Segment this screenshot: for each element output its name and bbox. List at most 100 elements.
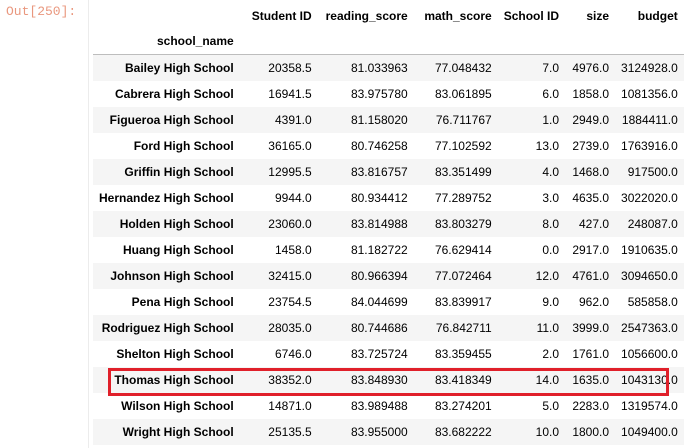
table-cell: 76.711767: [435, 113, 492, 127]
table-row: Holden High School 23060.0 83.814988 83.803…: [93, 211, 684, 237]
table-cell: 83.803279: [434, 217, 492, 231]
table-cell: 11.0: [536, 321, 560, 335]
table-cell: 1458.0: [274, 243, 312, 257]
table-cell: 6746.0: [274, 347, 312, 361]
table-cell: 4635.0: [572, 191, 610, 205]
table-cell: 1800.0: [572, 425, 610, 439]
table-cell: 10.0: [535, 425, 560, 439]
index-header-row: school_name: [93, 29, 684, 55]
table-cell: 4391.0: [274, 113, 312, 127]
table-cell: 9.0: [542, 295, 560, 309]
table-cell: 83.418349: [434, 373, 492, 387]
table-cell: 77.048432: [434, 61, 492, 75]
table-cell: 3999.0: [572, 321, 610, 335]
column-header-row: Student ID reading_score math_score Scho…: [93, 4, 684, 29]
table-cell: 7.0: [542, 61, 560, 75]
cell-output-area: Student ID reading_score math_score Scho…: [88, 0, 694, 448]
table-cell: 5.0: [542, 399, 560, 413]
row-index-label: Holden High School: [119, 217, 234, 231]
table-row: Thomas High School 38352.0 83.848930 83.418…: [93, 367, 684, 393]
table-row: Shelton High School 6746.0 83.725724 83.359…: [93, 341, 684, 367]
table-cell: 1081356.0: [621, 87, 678, 101]
table-cell: 12.0: [535, 269, 560, 283]
column-header: size: [586, 9, 610, 23]
table-cell: 1.0: [542, 113, 560, 127]
table-row: Huang High School 1458.0 81.182722 76.62941…: [93, 237, 684, 263]
dataframe-table: Student ID reading_score math_score Scho…: [93, 4, 684, 445]
table-cell: 9944.0: [274, 191, 312, 205]
table-cell: 80.966394: [350, 269, 408, 283]
table-cell: 4976.0: [572, 61, 610, 75]
row-index-label: Ford High School: [133, 139, 234, 153]
table-cell: 38352.0: [268, 373, 312, 387]
table-cell: 81.182722: [350, 243, 408, 257]
table-cell: 16941.5: [268, 87, 312, 101]
table-cell: 76.842711: [435, 321, 492, 335]
table-cell: 80.744686: [350, 321, 408, 335]
row-index-label: Thomas High School: [114, 373, 234, 387]
table-cell: 83.975780: [350, 87, 408, 101]
table-cell: 32415.0: [268, 269, 312, 283]
table-row: Hernandez High School 9944.0 80.934412 77.2…: [93, 185, 684, 211]
row-index-label: Griffin High School: [124, 165, 234, 179]
table-cell: 83.061895: [434, 87, 492, 101]
row-index-label: Figueroa High School: [109, 113, 234, 127]
table-row: Cabrera High School 16941.5 83.975780 83.06…: [93, 81, 684, 107]
table-cell: 8.0: [542, 217, 560, 231]
column-header: math_score: [424, 9, 492, 23]
row-index-label: Rodriguez High School: [101, 321, 234, 335]
table-cell: 83.814988: [350, 217, 408, 231]
table-cell: 83.816757: [350, 165, 408, 179]
table-cell: 427.0: [579, 217, 610, 231]
table-cell: 1858.0: [572, 87, 610, 101]
table-cell: 23754.5: [268, 295, 312, 309]
table-row: Griffin High School 12995.5 83.816757 83.35…: [93, 159, 684, 185]
table-cell: 84.044699: [350, 295, 408, 309]
row-index-label: Cabrera High School: [115, 87, 234, 101]
table-cell: 917500.0: [627, 165, 678, 179]
table-body: Bailey High School 20358.5 81.033963 77.048…: [93, 54, 684, 445]
table-cell: 83.359455: [434, 347, 492, 361]
table-cell: 83.682222: [434, 425, 492, 439]
table-cell: 83.351499: [434, 165, 492, 179]
table-cell: 1049400.0: [621, 425, 678, 439]
table-cell: 6.0: [542, 87, 560, 101]
table-cell: 12995.5: [268, 165, 312, 179]
table-cell: 1043130.0: [621, 373, 678, 387]
table-cell: 2.0: [542, 347, 560, 361]
table-cell: 4761.0: [572, 269, 610, 283]
table-cell: 81.158020: [350, 113, 408, 127]
table-cell: 2547363.0: [621, 321, 678, 335]
table-cell: 2949.0: [572, 113, 610, 127]
index-name: school_name: [156, 34, 234, 48]
table-cell: 1910635.0: [621, 243, 678, 257]
table-cell: 2917.0: [572, 243, 610, 257]
table-header: Student ID reading_score math_score Scho…: [93, 4, 684, 55]
table-cell: 77.072464: [434, 269, 492, 283]
table-cell: 25135.5: [268, 425, 312, 439]
corner-cell: [93, 4, 240, 29]
table-cell: 83.839917: [434, 295, 492, 309]
table-cell: 3022020.0: [621, 191, 678, 205]
table-cell: 585858.0: [627, 295, 678, 309]
column-header: Student ID: [251, 9, 312, 23]
table-cell: 28035.0: [268, 321, 312, 335]
row-index-label: Pena High School: [131, 295, 234, 309]
table-cell: 83.725724: [350, 347, 408, 361]
column-header: budget: [637, 9, 678, 23]
column-header: reading_score: [325, 9, 408, 23]
table-cell: 1763916.0: [621, 139, 678, 153]
row-index-label: Hernandez High School: [99, 191, 234, 205]
table-row: Rodriguez High School 28035.0 80.744686 76.…: [93, 315, 684, 341]
table-cell: 20358.5: [268, 61, 312, 75]
column-header: School ID: [503, 9, 560, 23]
row-index-label: Shelton High School: [116, 347, 234, 361]
table-cell: 3124928.0: [621, 61, 678, 75]
table-cell: 23060.0: [268, 217, 312, 231]
table-cell: 14.0: [535, 373, 560, 387]
table-cell: 0.0: [542, 243, 560, 257]
table-cell: 248087.0: [627, 217, 678, 231]
row-index-label: Huang High School: [123, 243, 234, 257]
table-cell: 83.274201: [434, 399, 492, 413]
row-index-label: Wright High School: [122, 425, 234, 439]
